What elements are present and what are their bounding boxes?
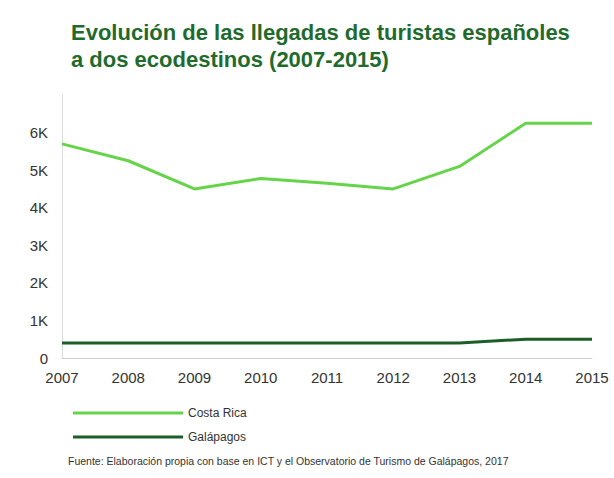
svg-text:0: 0 <box>40 350 48 367</box>
svg-text:Costa Rica: Costa Rica <box>188 406 247 420</box>
svg-text:2009: 2009 <box>178 369 211 386</box>
svg-text:3K: 3K <box>30 237 48 254</box>
svg-text:4K: 4K <box>30 199 48 216</box>
svg-text:a dos ecodestinos (2007-2015): a dos ecodestinos (2007-2015) <box>71 47 389 72</box>
svg-text:Fuente: Elaboración propia con: Fuente: Elaboración propia con base en I… <box>68 455 509 467</box>
svg-text:Galápagos: Galápagos <box>188 430 246 444</box>
svg-text:5K: 5K <box>30 162 48 179</box>
svg-text:Evolución de las llegadas de t: Evolución de las llegadas de turistas es… <box>71 20 570 45</box>
svg-text:1K: 1K <box>30 312 48 329</box>
svg-text:2012: 2012 <box>377 369 410 386</box>
svg-text:2014: 2014 <box>509 369 542 386</box>
svg-text:2013: 2013 <box>443 369 476 386</box>
svg-text:2008: 2008 <box>112 369 145 386</box>
svg-text:2011: 2011 <box>311 369 343 386</box>
svg-text:2K: 2K <box>30 274 48 291</box>
svg-text:2015: 2015 <box>575 369 608 386</box>
svg-text:2010: 2010 <box>244 369 277 386</box>
svg-text:6K: 6K <box>30 124 48 141</box>
svg-text:2007: 2007 <box>45 369 78 386</box>
